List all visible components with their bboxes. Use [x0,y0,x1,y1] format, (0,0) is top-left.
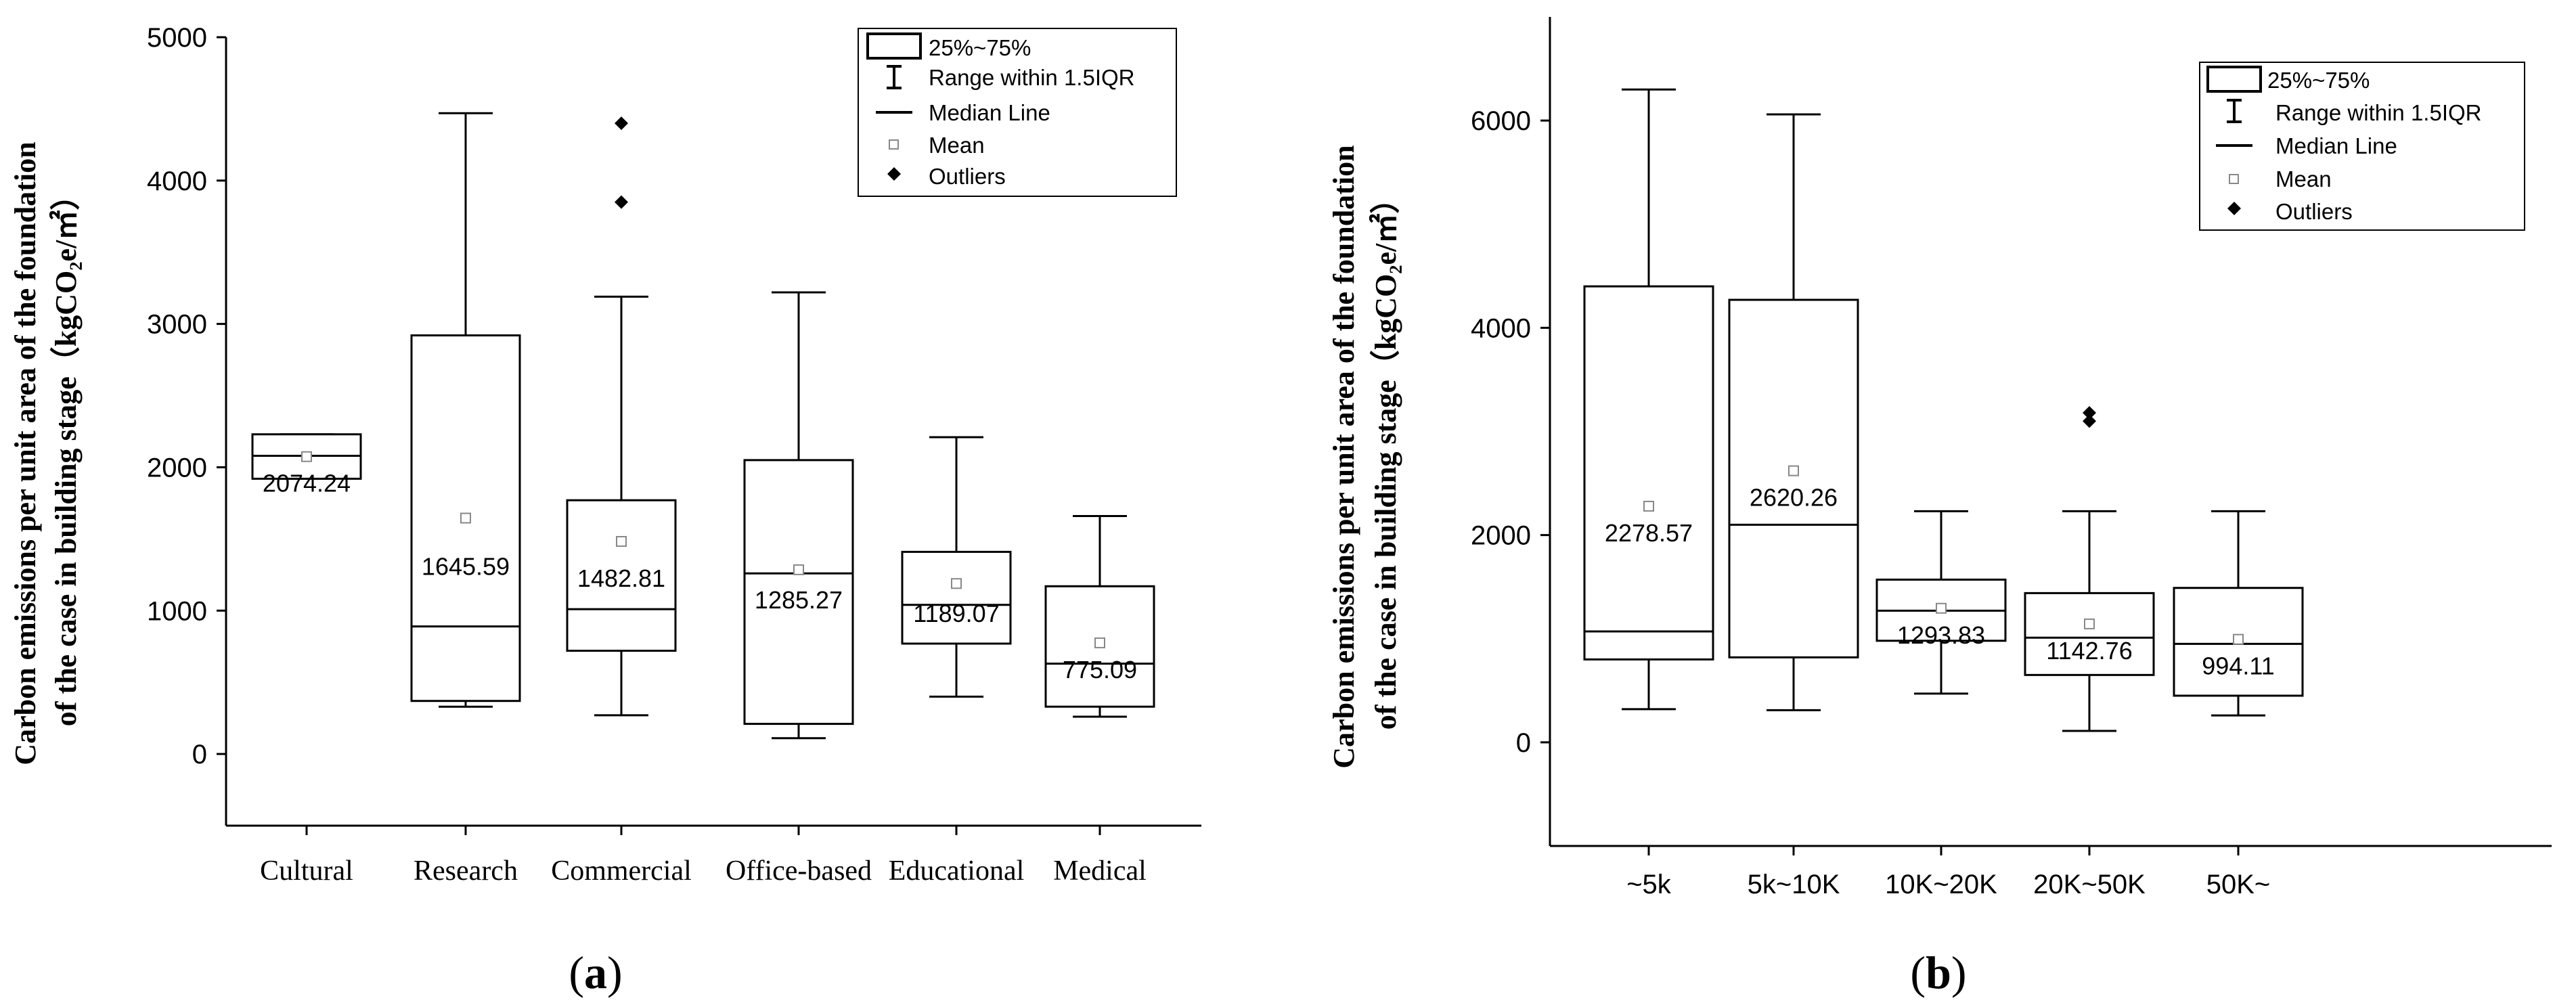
mean-marker-a [616,536,627,548]
y-tick-label-a: 4000 [147,166,207,196]
x-tick-label-a: Cultural [260,855,353,887]
x-tick-label-b: 10K~20K [1885,870,1997,899]
y-tick-label-b: 0 [1516,728,1531,758]
outlier-point-a [615,116,628,131]
mean-marker-b [1788,465,1799,476]
mean-marker-b [1936,602,1947,614]
legend-mean-symbol-b [2229,174,2239,184]
x-tick-label-a: Medical [1053,855,1147,887]
box-iqr-a [901,550,1012,645]
x-tick-label-a: Educational [889,855,1025,887]
panel-letter-a: a [584,947,607,998]
legend-mean-symbol-a [889,139,899,150]
plot-area-b: 0 2000 4000 6000 ~5k 2278.57 5k~10K 2620.26 10K~… [1471,17,2552,899]
legend-a: 25%~75% Range within 1.5IQR Median Line … [858,28,1177,197]
legend-item-outliers-a: Outliers [929,164,1006,189]
box-iqr-a [566,499,677,652]
legend-box-symbol-a [866,32,922,60]
mean-label-b: 1142.76 [2046,637,2132,665]
y-axis-label-line2-b: of the case in building stage（kgCO₂e/㎡） [1369,184,1402,730]
legend-outlier-symbol-b [2227,202,2241,215]
y-tick-label-a: 5000 [147,23,207,53]
legend-item-mean-b: Mean [2275,166,2332,192]
y-tick-label-a: 0 [192,740,207,769]
legend-item-mean-a: Mean [929,133,985,158]
y-axis-label-line1-a: Carbon emissions per unit area of the fo… [9,141,42,765]
legend-box-symbol-b [2206,66,2262,93]
mean-marker-a [1094,637,1105,648]
box-iqr-a [743,459,854,725]
mean-marker-b [1643,500,1654,512]
x-tick-label-b: 50K~ [2206,870,2271,899]
mean-label-b: 994.11 [2202,652,2274,680]
y-tick-label-a: 2000 [147,453,207,483]
mean-marker-b [2084,618,2095,629]
legend-frame-b [2199,62,2525,231]
x-tick-label-b: 5k~10K [1748,870,1840,899]
mean-label-a: 1482.81 [577,564,665,592]
panel-label-a: (a) [569,947,622,998]
mean-marker-a [460,512,471,524]
y-tick-label-b: 6000 [1471,106,1531,136]
mean-label-b: 2278.57 [1605,519,1693,547]
x-tick-label-b: ~5k [1626,870,1672,899]
y-axis-label-line1-b: Carbon emissions per unit area of the fo… [1327,145,1360,768]
x-tick-label-a: Commercial [551,855,692,887]
panel-label-b: (b) [1910,947,1966,998]
panel-letter-b: b [1926,947,1951,998]
x-tick-label-a: Office-based [726,855,872,887]
mean-label-b: 2620.26 [1750,484,1838,512]
mean-marker-a [951,578,962,589]
mean-label-a: 1645.59 [422,553,510,581]
legend-item-range-b: Range within 1.5IQR [2275,100,2482,125]
outlier-point-a [615,195,628,209]
mean-label-a: 1189.07 [913,600,999,627]
y-tick-label-b: 2000 [1471,521,1531,551]
mean-marker-a [793,564,804,575]
plot-area-a: 0 1000 2000 3000 4000 5000 Cultural 2074.24 Rese… [147,23,1201,887]
legend-outlier-symbol-a [887,167,901,181]
legend-item-box-a: 25%~75% [929,35,1031,60]
legend-item-outliers-b: Outliers [2275,199,2353,224]
chart-panel-a: 0 1000 2000 3000 4000 5000 Cultural 2074.24 Rese… [9,23,1201,998]
y-axis-label-line2-a: of the case in building stage（kgCO₂e/㎡） [49,181,83,726]
mean-label-b: 1293.83 [1897,621,1985,649]
legend-item-median-b: Median Line [2275,133,2397,158]
mean-label-a: 2074.24 [263,470,351,497]
x-tick-label-b: 20K~50K [2033,870,2146,899]
outlier-point-b [2083,414,2096,428]
x-tick-label-a: Research [414,855,518,887]
box-iqr-b [1583,285,1714,661]
box-iqr-b [1728,298,1859,658]
outlier-point-b [2083,405,2096,420]
mean-marker-b [2233,633,2244,645]
mean-label-a: 775.09 [1063,656,1137,684]
legend-b: 25%~75% Range within 1.5IQR Median Line … [2199,62,2525,231]
legend-item-median-a: Median Line [929,100,1050,125]
legend-item-box-b: 25%~75% [2267,68,2370,93]
chart-panel-b: 0 2000 4000 6000 ~5k 2278.57 5k~10K 2620.26 10K~… [1327,17,2552,998]
legend-item-range-a: Range within 1.5IQR [929,65,1135,90]
y-tick-label-a: 1000 [147,596,207,626]
mean-label-a: 1285.27 [755,586,843,614]
y-tick-label-a: 3000 [147,310,207,340]
y-tick-label-b: 4000 [1471,313,1531,343]
box-iqr-b [2024,591,2155,676]
mean-marker-a [301,451,312,462]
